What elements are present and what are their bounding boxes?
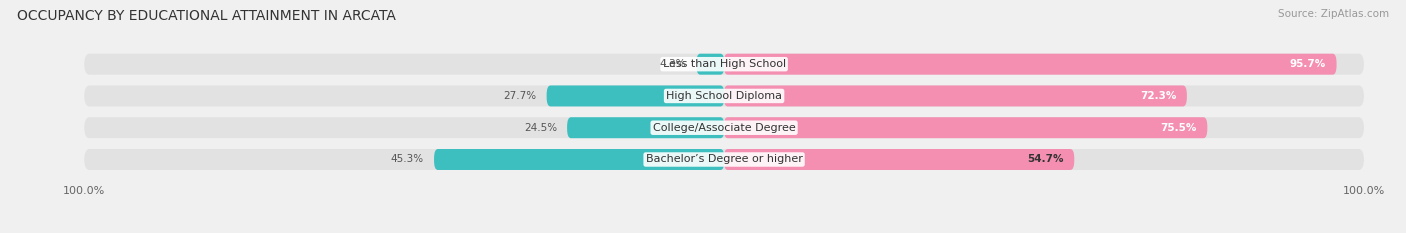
Text: Less than High School: Less than High School — [662, 59, 786, 69]
Text: 95.7%: 95.7% — [1289, 59, 1326, 69]
Text: 27.7%: 27.7% — [503, 91, 537, 101]
Text: 54.7%: 54.7% — [1028, 154, 1064, 164]
FancyBboxPatch shape — [724, 54, 1337, 75]
FancyBboxPatch shape — [434, 149, 724, 170]
FancyBboxPatch shape — [547, 86, 724, 106]
FancyBboxPatch shape — [724, 117, 1208, 138]
FancyBboxPatch shape — [84, 86, 1364, 106]
Text: 45.3%: 45.3% — [391, 154, 425, 164]
FancyBboxPatch shape — [84, 54, 1364, 75]
FancyBboxPatch shape — [724, 86, 1187, 106]
Text: High School Diploma: High School Diploma — [666, 91, 782, 101]
Text: Source: ZipAtlas.com: Source: ZipAtlas.com — [1278, 9, 1389, 19]
Text: 72.3%: 72.3% — [1140, 91, 1177, 101]
FancyBboxPatch shape — [84, 149, 1364, 170]
Text: OCCUPANCY BY EDUCATIONAL ATTAINMENT IN ARCATA: OCCUPANCY BY EDUCATIONAL ATTAINMENT IN A… — [17, 9, 395, 23]
Text: 75.5%: 75.5% — [1160, 123, 1197, 133]
FancyBboxPatch shape — [724, 149, 1074, 170]
Text: College/Associate Degree: College/Associate Degree — [652, 123, 796, 133]
FancyBboxPatch shape — [567, 117, 724, 138]
FancyBboxPatch shape — [84, 117, 1364, 138]
Text: 4.3%: 4.3% — [659, 59, 686, 69]
Text: 24.5%: 24.5% — [524, 123, 557, 133]
Text: Bachelor’s Degree or higher: Bachelor’s Degree or higher — [645, 154, 803, 164]
FancyBboxPatch shape — [696, 54, 724, 75]
